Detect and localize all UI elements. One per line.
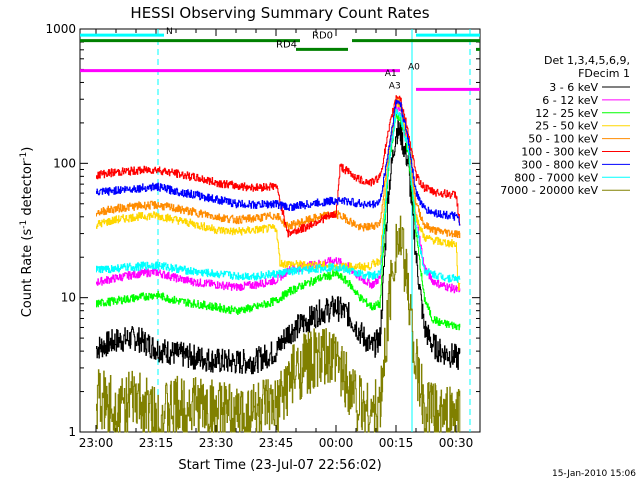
legend-label: 25 - 50 keV: [535, 120, 598, 133]
y-axis-label-sup1: -1: [19, 220, 29, 229]
x-tick-label: 23:45: [259, 436, 294, 450]
series-line-100to300keV: [96, 95, 461, 238]
footer-date: 15-Jan-2010 15:06: [552, 469, 636, 479]
x-axis-label: Start Time (23-Jul-07 22:56:02): [178, 458, 381, 473]
legend-label: 100 - 300 keV: [521, 146, 598, 159]
status-label-a0: A0: [408, 63, 420, 73]
y-tick-label: 1: [68, 425, 76, 439]
plot-frame: [79, 28, 481, 433]
series-line-800to7000keV: [96, 108, 461, 283]
series-line-300to800keV: [96, 99, 461, 226]
x-tick-label: 23:15: [139, 436, 174, 450]
legend-label: 12 - 25 keV: [535, 107, 598, 120]
legend-label: 50 - 100 keV: [528, 133, 598, 146]
y-axis-label-sup2: -1: [19, 152, 29, 161]
x-tick-label: 00:30: [439, 436, 474, 450]
y-axis-label-part2: detector: [20, 160, 35, 220]
x-tick-label: 23:30: [199, 436, 234, 450]
chart-title: HESSI Observing Summary Count Rates: [130, 4, 429, 22]
status-label-a1: A1: [385, 69, 397, 79]
series-line-3to6keV: [96, 119, 461, 375]
status-label-a3: A3: [389, 81, 401, 91]
legend-label: 800 - 7000 keV: [514, 171, 598, 184]
y-axis-label: Count Rate (s-1 detector-1): [19, 147, 35, 318]
series-line-12to25keV: [96, 112, 461, 331]
y-tick-label: 10: [61, 291, 76, 305]
x-tick-label: 00:00: [319, 436, 354, 450]
x-tick-label: 00:15: [379, 436, 414, 450]
y-axis-label-part1: Count Rate (s: [20, 229, 35, 318]
legend-header-line1: Det 1,3,4,5,6,9,: [544, 54, 630, 67]
series-layer: [96, 95, 461, 433]
x-tick-label: 23:00: [79, 436, 114, 450]
status-label-rd4: RD4: [276, 39, 297, 50]
series-line-7000to20000keV: [96, 215, 461, 433]
y-tick-label: 100: [53, 156, 76, 170]
status-label-n: N: [166, 27, 173, 37]
vertical-marker-layer: [157, 29, 471, 432]
series-line-25to50keV: [96, 99, 461, 291]
legend-label: 3 - 6 keV: [549, 81, 598, 94]
legend-header-line2: FDecim 1: [578, 67, 630, 80]
legend-label: 300 - 800 keV: [521, 158, 598, 171]
status-label-rd0: RD0: [312, 31, 333, 42]
status-bar-layer: N RD0 RD4 A0 A1 A3: [80, 27, 480, 91]
y-tick-label: 1000: [45, 22, 76, 36]
legend-label: 7000 - 20000 keV: [500, 184, 598, 197]
y-axis-label-part3: ): [20, 147, 35, 152]
legend-label: 6 - 12 keV: [542, 94, 598, 107]
